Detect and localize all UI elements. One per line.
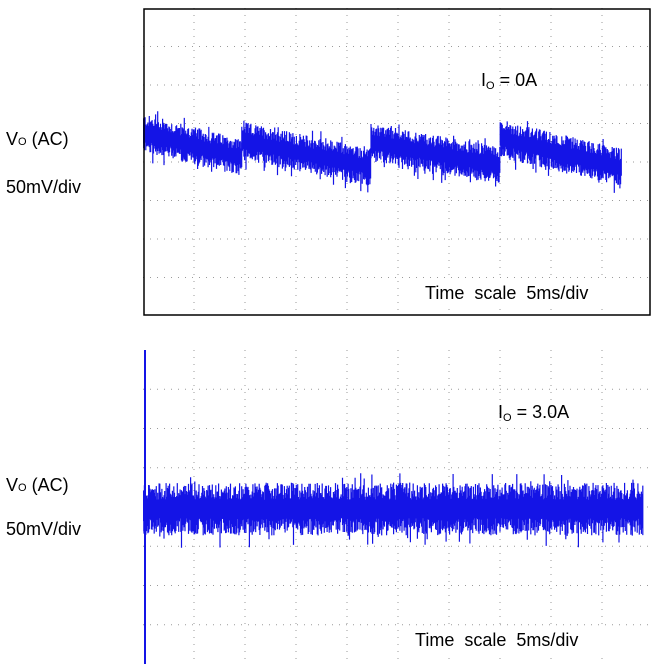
signal-main: V bbox=[6, 129, 19, 149]
trace-bottom bbox=[143, 473, 644, 548]
trace-top bbox=[143, 111, 622, 193]
signal-suffix: (AC) bbox=[26, 475, 69, 495]
signal-main: V bbox=[6, 475, 19, 495]
trace-segment bbox=[370, 124, 501, 187]
scope-frame-top bbox=[143, 8, 651, 316]
scope-panel-bottom: IO = 3.0A Time scale 5ms/div bbox=[143, 350, 653, 664]
trace-segment bbox=[143, 111, 243, 175]
signal-sub: O bbox=[18, 136, 27, 148]
signal-suffix: (AC) bbox=[26, 129, 69, 149]
scale-label-top: 50mV/div bbox=[6, 177, 82, 197]
signal-sub: O bbox=[18, 482, 27, 494]
time-scale-backdrop-bottom bbox=[411, 626, 641, 652]
current-annotation-top: IO = 0A bbox=[481, 70, 537, 92]
time-scale-backdrop-top bbox=[421, 278, 641, 304]
trace-segment bbox=[241, 120, 372, 193]
trace-segment bbox=[143, 473, 644, 548]
scale-label-bottom: 50mV/div bbox=[6, 519, 82, 539]
signal-label-top: VO (AC) bbox=[6, 129, 69, 150]
scope-panel-top: IO = 0A Time scale 5ms/div bbox=[143, 8, 653, 316]
current-annotation-bottom: IO = 3.0A bbox=[498, 402, 569, 424]
time-scale-label-bottom: Time scale 5ms/div bbox=[415, 630, 578, 650]
trace-segment bbox=[499, 121, 622, 193]
signal-label-bottom: VO (AC) bbox=[6, 475, 69, 496]
time-scale-label-top: Time scale 5ms/div bbox=[425, 283, 588, 303]
